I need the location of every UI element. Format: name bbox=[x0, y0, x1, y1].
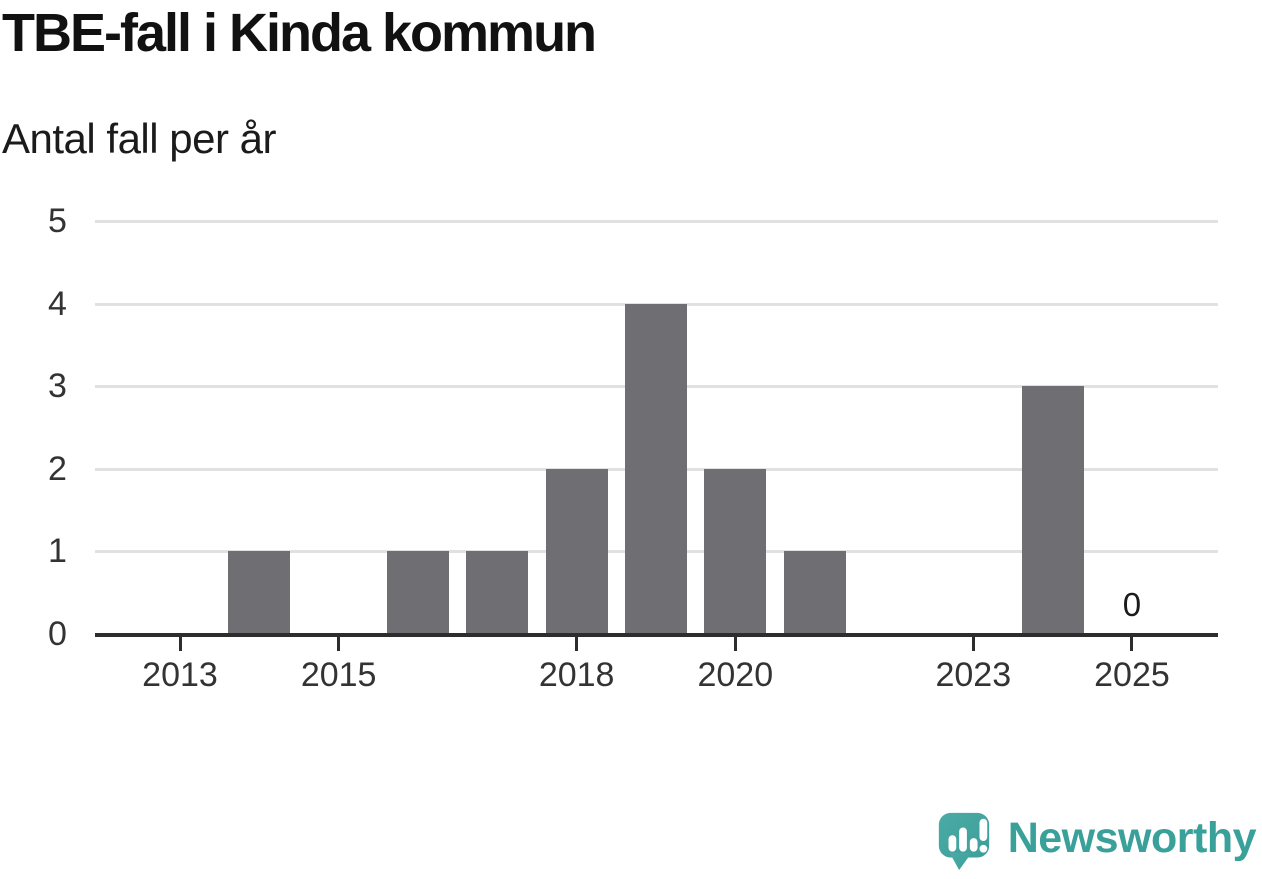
bar-2018 bbox=[545, 468, 608, 634]
y-axis-label: 4 bbox=[48, 284, 67, 323]
bar-2016 bbox=[386, 551, 449, 634]
x-axis-label: 2015 bbox=[300, 656, 377, 694]
bar-2019 bbox=[624, 303, 687, 634]
bar-2024 bbox=[1021, 386, 1084, 634]
newsworthy-logo-icon bbox=[938, 812, 989, 871]
x-axis-label: 2023 bbox=[935, 656, 1012, 694]
newsworthy-logo-text: Newsworthy bbox=[1007, 813, 1257, 862]
y-axis-label: 5 bbox=[48, 202, 67, 240]
x-tick-2018 bbox=[575, 637, 579, 651]
x-tick-2020 bbox=[733, 637, 737, 651]
bar-2017 bbox=[466, 551, 529, 634]
bar-2021 bbox=[783, 551, 846, 634]
bar-2020 bbox=[704, 468, 767, 634]
newsworthy-logo: Newsworthy bbox=[934, 809, 1257, 873]
x-tick-2013 bbox=[178, 637, 182, 651]
x-axis-line bbox=[95, 633, 1218, 637]
y-axis-label: 1 bbox=[48, 532, 67, 571]
gridline-y5 bbox=[95, 220, 1218, 223]
chart-title: TBE-fall i Kinda kommun bbox=[2, 3, 597, 63]
y-axis-label: 3 bbox=[48, 367, 67, 406]
value-label-2025: 0 bbox=[1122, 586, 1142, 623]
x-axis-label: 2013 bbox=[142, 656, 218, 694]
x-tick-2015 bbox=[337, 637, 341, 651]
x-tick-2023 bbox=[971, 637, 975, 651]
y-axis-label: 2 bbox=[48, 449, 67, 488]
y-axis-label: 0 bbox=[48, 615, 67, 653]
x-axis-label: 2025 bbox=[1094, 656, 1170, 694]
x-axis-label: 2020 bbox=[697, 656, 774, 694]
x-axis-label: 2018 bbox=[538, 656, 615, 694]
bar-2014 bbox=[228, 551, 291, 634]
x-tick-2025 bbox=[1130, 637, 1134, 651]
chart-subtitle: Antal fall per år bbox=[2, 115, 276, 162]
